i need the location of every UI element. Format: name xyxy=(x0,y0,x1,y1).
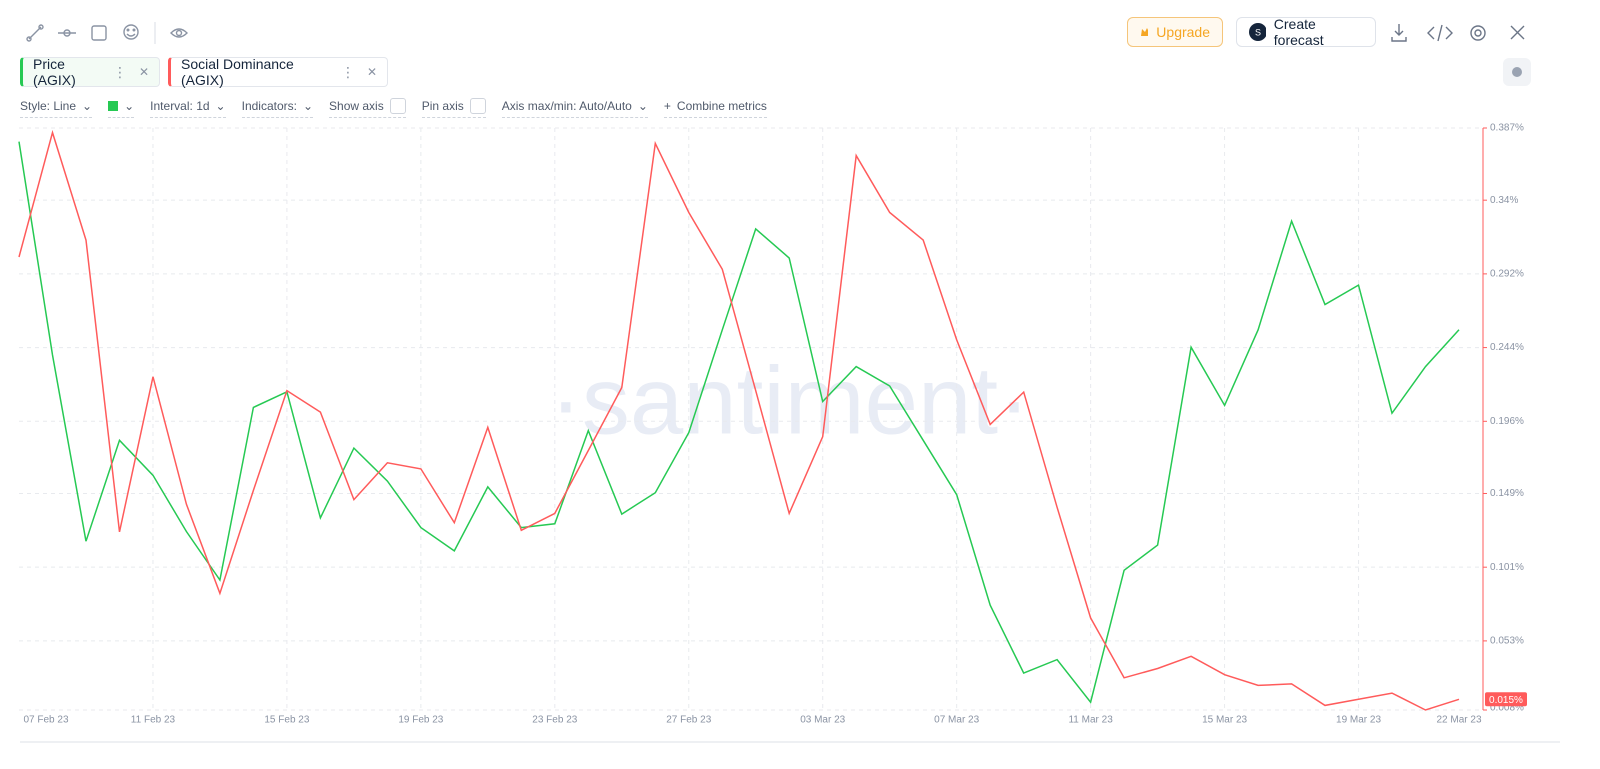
y-tick-label: 0.053% xyxy=(1490,636,1524,647)
settings-dot[interactable] xyxy=(1503,58,1531,86)
x-tick-label: 19 Feb 23 xyxy=(398,715,443,726)
action-icons xyxy=(1391,24,1525,42)
x-tick-label: 23 Feb 23 xyxy=(532,715,577,726)
forecast-icon: S xyxy=(1249,23,1266,41)
x-tick-label: 15 Feb 23 xyxy=(264,715,309,726)
y-tick-label: 0.387% xyxy=(1490,123,1524,134)
forecast-label: Create forecast xyxy=(1273,16,1324,48)
option-label: Combine metrics xyxy=(676,99,767,113)
option-label: Axis max/min: Auto/Auto xyxy=(501,99,632,113)
x-tick-label: 11 Mar 23 xyxy=(1068,715,1113,726)
indicators-option[interactable]: Indicators: ⌄ xyxy=(241,98,314,118)
pin-axis-option[interactable]: Pin axis xyxy=(421,98,486,118)
metric-chip[interactable]: Price (AGIX) ⋮ ✕ xyxy=(20,56,160,88)
forecast-button[interactable]: S Create forecast xyxy=(1236,16,1376,48)
chip-menu[interactable]: ⋮ xyxy=(340,63,355,80)
toolbar-icons xyxy=(26,22,188,44)
option-label: Style: Line xyxy=(20,99,77,113)
x-tick-label: 07 Mar 23 xyxy=(934,715,979,726)
value-label: 0.015% xyxy=(1489,695,1523,706)
interval-option[interactable]: Interval: 1d ⌄ xyxy=(150,98,226,118)
y-tick-label: 0.244% xyxy=(1490,342,1524,353)
style-option[interactable]: Style: Line ⌄ xyxy=(20,98,93,118)
y-tick-label: 0.101% xyxy=(1490,562,1524,573)
options-row: Style: Line ⌄ ⌄ Interval: 1d ⌄ Indicators:… xyxy=(20,98,767,118)
value-badge xyxy=(1485,692,1527,707)
chip-menu[interactable]: ⋮ xyxy=(112,63,127,80)
crown-icon xyxy=(1141,28,1149,36)
chip-close[interactable]: ✕ xyxy=(138,65,149,79)
axis-range-option[interactable]: Axis max/min: Auto/Auto ⌄ xyxy=(501,98,648,118)
option-label: Interval: 1d xyxy=(150,99,210,113)
x-tick-label: 11 Feb 23 xyxy=(131,715,176,726)
upgrade-label: Upgrade xyxy=(1156,24,1210,40)
combine-option[interactable]: + Combine metrics xyxy=(663,98,767,118)
x-tick-label: 27 Feb 23 xyxy=(666,715,711,726)
y-tick-label: 0.292% xyxy=(1490,269,1524,280)
series-line xyxy=(18,129,1460,711)
y-tick-label: 0.34% xyxy=(1490,195,1518,206)
y-tick-label: 0.149% xyxy=(1490,488,1524,499)
watermark: ·santiment· xyxy=(550,347,1030,454)
chip-close[interactable]: ✕ xyxy=(366,65,377,79)
option-label: Indicators: xyxy=(241,99,297,113)
color-option[interactable]: ⌄ xyxy=(108,98,135,118)
x-tick-label: 03 Mar 23 xyxy=(800,715,845,726)
legend-label: Price (AGIX) xyxy=(33,56,76,88)
show-axis-option[interactable]: Show axis xyxy=(329,98,406,118)
svg-text:S: S xyxy=(1255,27,1261,37)
series-line xyxy=(18,141,1460,704)
x-tick-label: 22 Mar 23 xyxy=(1436,715,1481,726)
x-tick-label: 07 Feb 23 xyxy=(23,715,68,726)
upgrade-button[interactable]: Upgrade xyxy=(1127,17,1223,47)
y-tick-label: 0.196% xyxy=(1490,416,1524,427)
x-tick-label: 15 Mar 23 xyxy=(1202,715,1247,726)
legend-label: Social Dominance (AGIX) xyxy=(181,56,294,88)
x-tick-label: 19 Mar 23 xyxy=(1336,715,1381,726)
option-label: Show axis xyxy=(329,99,384,113)
metric-chip[interactable]: Social Dominance (AGIX) ⋮ ✕ xyxy=(168,56,388,88)
option-label: Pin axis xyxy=(421,99,464,113)
y-tick-label: 0.008% xyxy=(1490,703,1524,714)
